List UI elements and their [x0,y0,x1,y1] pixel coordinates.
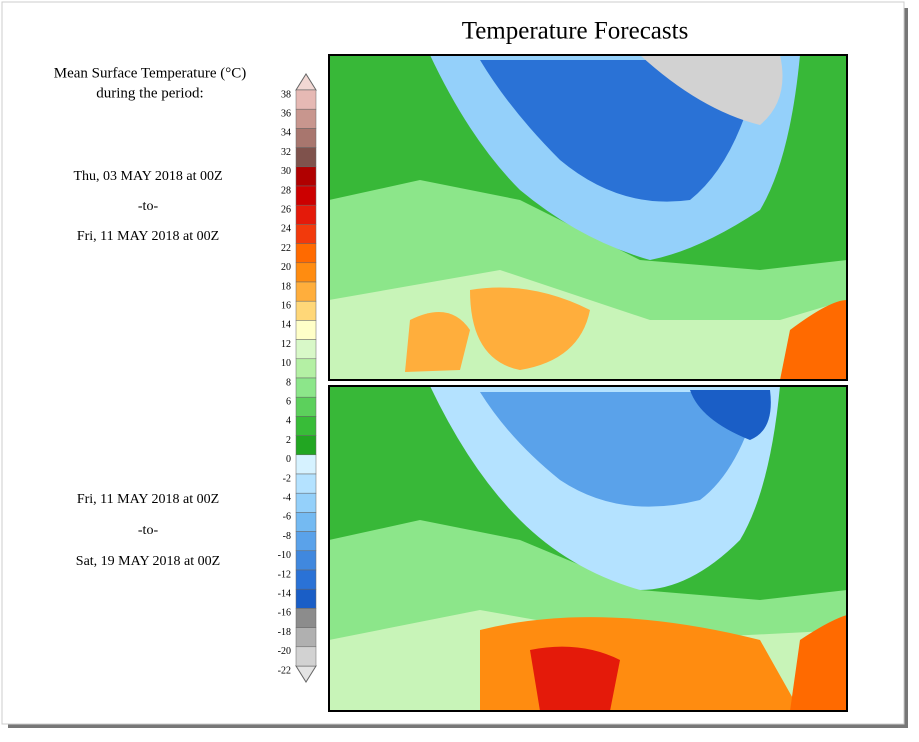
colorbar-tick-label: 12 [281,339,291,350]
warm-area [405,312,470,372]
colorbar-tick-label: -4 [283,492,291,503]
colorbar-tick-label: -22 [278,665,291,676]
colorbar-tick-label: 32 [281,147,291,158]
colorbar-band [295,204,317,225]
period-end: Fri, 11 MAY 2018 at 00Z [77,229,219,244]
period-start: Fri, 11 MAY 2018 at 00Z [77,492,219,507]
colorbar-tick-label: 10 [281,358,291,369]
map-bottom [328,385,848,712]
colorbar-band [295,185,317,206]
colorbar-band [295,224,317,244]
colorbar-tick-label: -6 [283,512,291,523]
colorbar-tick-label: 6 [286,396,291,407]
period-to: -to- [138,199,159,214]
colorbar-band [295,320,317,340]
colorbar-band [295,128,317,148]
colorbar-tick-label: 22 [281,243,291,254]
warm-area [470,287,590,370]
colorbar-tick-label: -10 [278,550,291,561]
colorbar-band [295,396,317,417]
colorbar-band [295,531,317,552]
colorbar-tick-label: -8 [283,531,291,542]
colorbar-band [295,588,317,609]
colorbar-tick-label: 4 [286,416,291,427]
map-top [328,54,848,381]
colorbar-tick-label: 14 [281,320,291,331]
colorbar-band [295,281,317,302]
colorbar-tick-label: 34 [281,128,291,139]
period-end: Sat, 19 MAY 2018 at 00Z [76,554,220,569]
period-start: Thu, 03 MAY 2018 at 00Z [73,169,222,184]
colorbar-tick-label: -18 [278,627,291,638]
colorbar-tick-label: 24 [281,224,291,235]
legend-label: Mean Surface Temperature (°C) [54,65,247,81]
period-to: -to- [138,523,159,538]
colorbar-band [295,108,317,129]
legend-label: during the period: [96,85,203,101]
colorbar-tick-label: 0 [286,454,291,465]
warm-area [790,615,847,711]
hot-area [530,646,620,711]
colorbar-tick-label: 16 [281,300,291,311]
colorbar-tick-label: -2 [283,473,291,484]
ice [640,55,783,125]
map-border [328,54,848,381]
colorbar-tick-label: 38 [281,89,291,100]
cold-area [480,392,760,507]
colorbar-tick-label: 26 [281,204,291,215]
colorbar-tick-label: 28 [281,185,291,196]
colorbar-band [295,147,317,168]
colorbar-band [295,512,317,532]
colorbar-tick-label: -20 [278,646,291,657]
colorbar-band [295,454,317,475]
colorbar-band [295,300,317,321]
colorbar-band [295,569,317,590]
colorbar-band [295,89,317,110]
colorbar-tick-label: -14 [278,588,291,599]
colorbar-tick-label: -16 [278,608,291,619]
colorbar-band [295,627,317,648]
map-border [328,385,848,712]
colorbar-tick-label: 2 [286,435,291,446]
colorbar-band [295,416,317,436]
colorbar-band [295,435,317,456]
colorbar-tick-label: 20 [281,262,291,273]
colorbar-band [295,473,317,494]
colorbar-band [295,262,317,283]
colorbar-tick-label: 36 [281,108,291,119]
colorbar-tick-label: 30 [281,166,291,177]
colorbar-band [295,646,317,667]
colorbar-band [295,358,317,379]
colorbar-band [295,492,317,513]
colorbar-band [295,166,317,187]
colorbar-band [295,550,317,571]
colorbar-tick-label: -12 [278,569,291,580]
cold-area [480,60,760,202]
cold-area [690,390,771,440]
colorbar-tick-label: 8 [286,377,291,388]
colorbar-band [295,243,317,264]
colorbar-band [295,608,317,628]
colorbar-band [295,377,317,398]
title: Temperature Forecasts [462,18,689,45]
colorbar-band [295,339,317,360]
colorbar-tick-label: 18 [281,281,291,292]
warm-area [780,300,847,380]
